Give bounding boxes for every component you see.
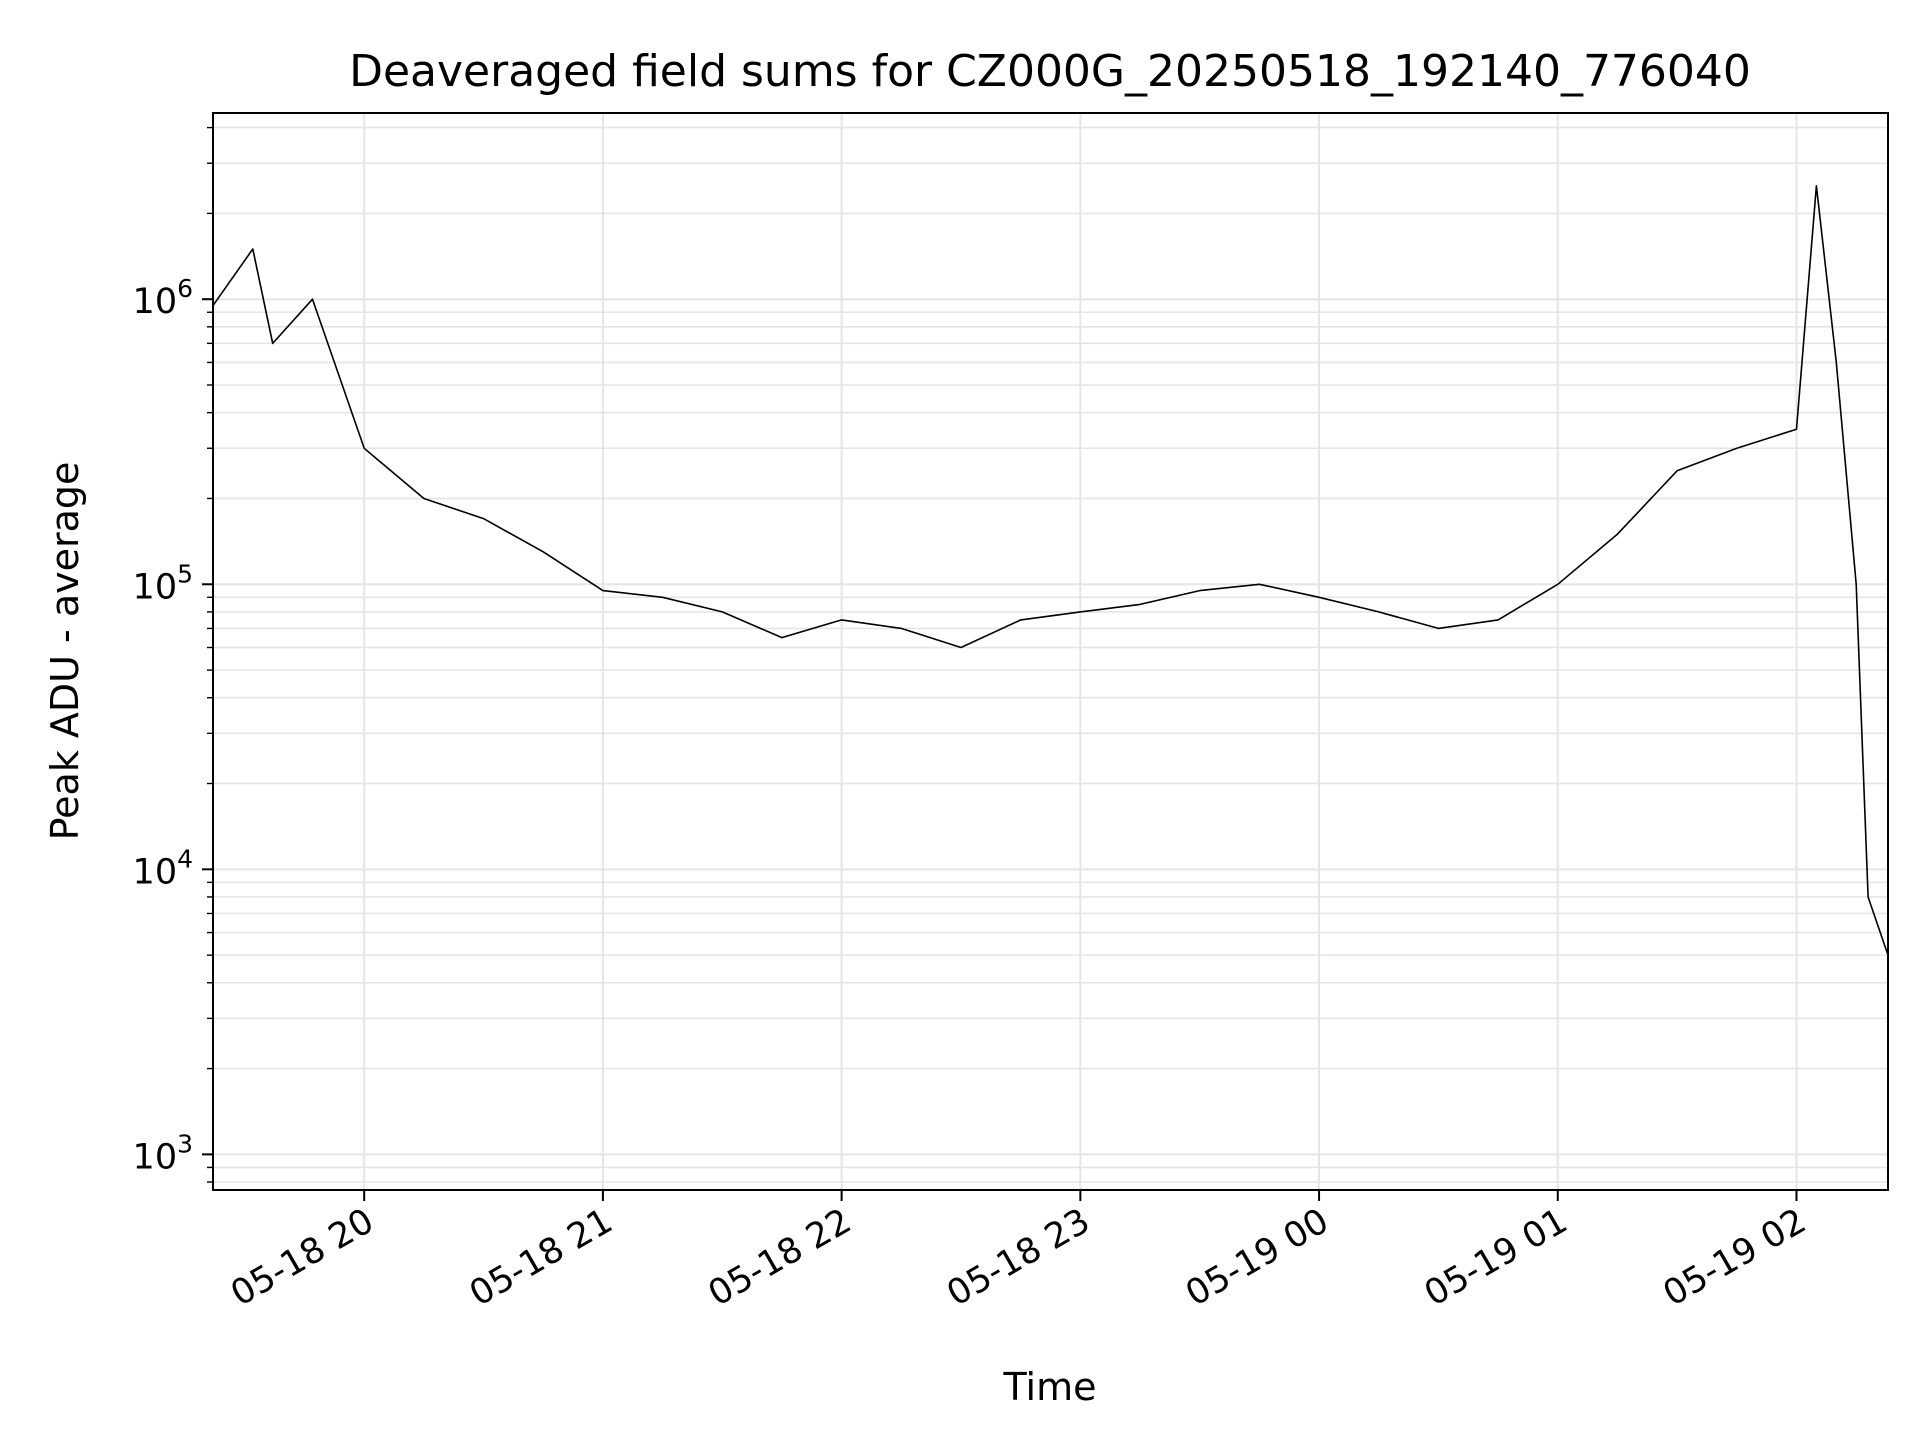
plot-frame bbox=[212, 112, 1889, 1191]
y-tick-exponent: 3 bbox=[177, 1129, 193, 1158]
y-tick-exponent: 5 bbox=[177, 559, 193, 588]
y-tick-exponent: 6 bbox=[177, 274, 193, 303]
y-tick-exponent: 4 bbox=[177, 844, 193, 873]
y-axis-label: Peak ADU - average bbox=[43, 462, 87, 841]
y-tick-label: 105 bbox=[133, 559, 193, 607]
y-tick-label: 104 bbox=[133, 844, 193, 892]
series-line-group bbox=[212, 185, 1889, 956]
y-tick-label: 103 bbox=[133, 1129, 193, 1177]
x-tick-label: 05-18 23 bbox=[941, 1201, 1097, 1314]
ticks: 05-18 20 05-18 21 05-18 22 05-18 23 05-19 00… bbox=[133, 126, 1813, 1314]
y-tick-label: 106 bbox=[133, 274, 193, 322]
x-tick-label: 05-18 21 bbox=[463, 1201, 619, 1314]
x-tick-label: 05-18 20 bbox=[224, 1201, 380, 1314]
y-tick-base: 10 bbox=[133, 282, 178, 322]
y-tick-base: 10 bbox=[133, 567, 178, 607]
chart-title: Deaveraged field sums for CZ000G_2025051… bbox=[349, 46, 1751, 97]
x-tick-label: 05-19 02 bbox=[1657, 1201, 1813, 1314]
x-tick-label: 05-19 00 bbox=[1179, 1201, 1335, 1314]
series-line bbox=[212, 185, 1889, 956]
y-tick-base: 10 bbox=[133, 1137, 178, 1177]
x-tick-label: 05-18 22 bbox=[702, 1201, 858, 1314]
x-axis-label: Time bbox=[1003, 1365, 1097, 1409]
grid bbox=[213, 113, 1888, 1190]
y-tick-base: 10 bbox=[133, 852, 178, 892]
x-tick-label: 05-19 01 bbox=[1418, 1201, 1574, 1314]
